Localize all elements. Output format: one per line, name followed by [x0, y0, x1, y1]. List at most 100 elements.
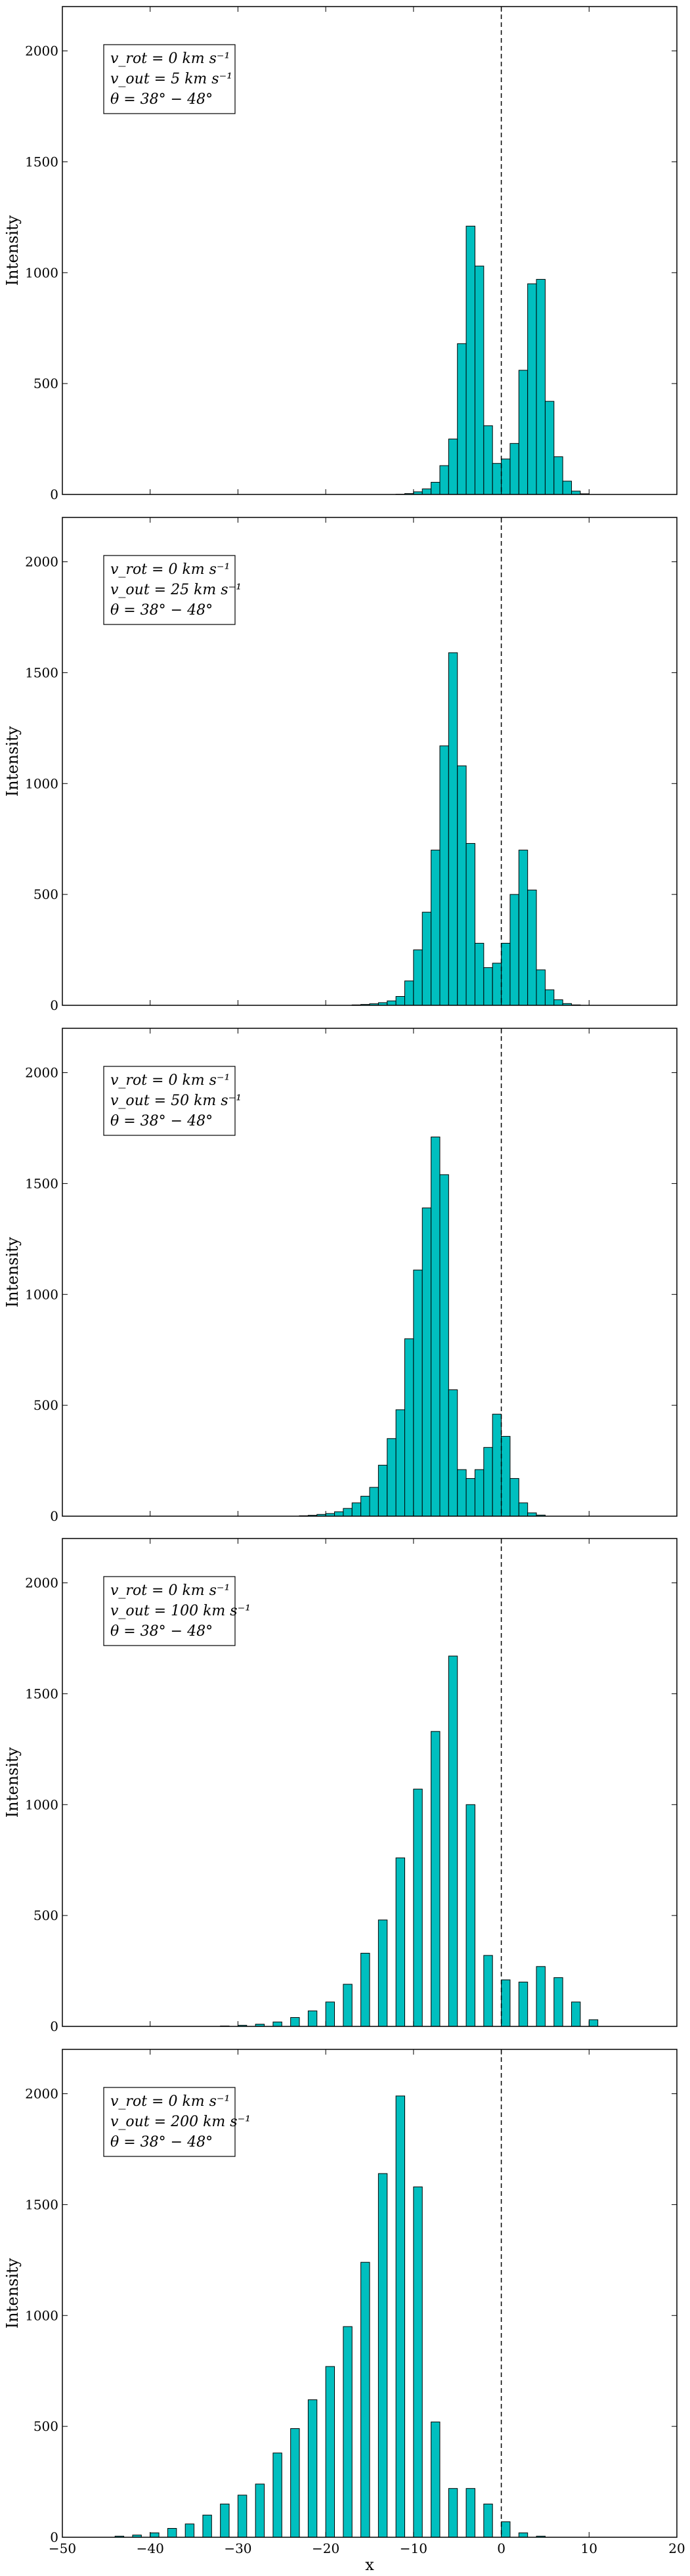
- histogram-bar: [351, 1502, 362, 1517]
- annotation-box: [103, 1066, 236, 1136]
- x-tick-label: 20: [668, 2541, 685, 2556]
- histogram-bar: [483, 967, 493, 1006]
- y-tick-label: 0: [50, 997, 58, 1013]
- histogram-bar: [431, 1731, 441, 2027]
- axes-frame: [62, 517, 678, 1006]
- histogram-bar: [334, 1511, 344, 1517]
- panel-3: 0 500 1000 1500 2000 Intensity v_rot = 0 km s⁻…: [3, 1028, 678, 1524]
- histogram-bar: [448, 1655, 458, 2027]
- histogram-bar: [448, 2488, 458, 2538]
- histogram-bar: [492, 963, 502, 1006]
- annotation-line: θ = 38° − 48°: [110, 1623, 213, 1640]
- histogram-bar: [421, 1208, 432, 1517]
- annotation-box: [103, 2087, 236, 2157]
- histogram-bar: [150, 2532, 160, 2538]
- y-tick-label: 500: [33, 376, 58, 391]
- histogram-bar: [431, 1136, 441, 1517]
- histogram-bar: [421, 489, 432, 495]
- histogram-bar: [483, 1447, 493, 1517]
- y-tick-label: 1000: [25, 1797, 58, 1812]
- histogram-bar: [465, 2488, 475, 2538]
- y-tick-label: 0: [50, 2529, 58, 2545]
- histogram-bar: [237, 2495, 248, 2538]
- histogram-bar: [501, 1979, 511, 2027]
- annotation-line: v_rot = 0 km s⁻¹: [110, 2093, 230, 2110]
- histogram-bars: [351, 652, 581, 1006]
- histogram-bar: [272, 2021, 282, 2027]
- y-tick-label: 2000: [25, 554, 58, 570]
- histogram-bar: [395, 1857, 405, 2027]
- histogram-bar: [220, 2503, 230, 2538]
- x-tick-label: 10: [581, 2541, 597, 2556]
- y-axis-label: Intensity: [3, 2258, 22, 2328]
- histogram-bar: [457, 343, 467, 495]
- y-tick-label: 1000: [25, 775, 58, 791]
- histogram-bar: [255, 2483, 265, 2538]
- y-axis-label: Intensity: [3, 726, 22, 797]
- histogram-bar: [588, 2019, 599, 2027]
- histogram-bar: [439, 465, 449, 495]
- histogram-bar: [184, 2523, 195, 2538]
- y-tick-label: 1500: [25, 665, 58, 680]
- histogram-bar: [343, 1508, 353, 1517]
- histogram-bar: [536, 1966, 546, 2027]
- x-axis-label: x: [365, 2556, 374, 2574]
- x-tick-label: 0: [497, 2541, 506, 2556]
- histogram-bar: [431, 850, 441, 1006]
- y-tick-label: 1500: [25, 1686, 58, 1701]
- annotation-line: v_out = 5 km s⁻¹: [110, 71, 232, 87]
- histogram-bars: [114, 2095, 546, 2538]
- histogram-bar: [518, 1981, 528, 2027]
- annotation-line: v_rot = 0 km s⁻¹: [110, 1583, 230, 1599]
- histogram-bar: [518, 1502, 528, 1517]
- y-tick-label: 0: [50, 487, 58, 502]
- annotation-line: v_out = 50 km s⁻¹: [110, 1093, 242, 1109]
- histogram-bar: [360, 1953, 370, 2027]
- histogram-bar: [413, 1269, 423, 1517]
- y-tick-label: 0: [50, 2019, 58, 2034]
- histogram-bar: [474, 1469, 485, 1517]
- axes-frame: [62, 1538, 678, 2027]
- histogram-bar: [492, 1414, 502, 1517]
- histogram-bar: [202, 2514, 212, 2538]
- histogram-bar: [387, 1438, 397, 1517]
- histogram-bar: [404, 980, 414, 1006]
- histogram-bar: [553, 456, 563, 495]
- histogram-bar: [483, 425, 493, 495]
- histogram-bar: [167, 2527, 177, 2538]
- x-tick-label: −10: [400, 2541, 427, 2556]
- axes-frame: [62, 1028, 678, 1517]
- annotation-line: v_rot = 0 km s⁻¹: [110, 51, 230, 67]
- histogram-bar: [439, 745, 449, 1006]
- histogram-bar: [483, 1955, 493, 2027]
- y-tick-label: 500: [33, 1397, 58, 1413]
- axes-frame: [62, 6, 678, 495]
- histogram-bar: [272, 2453, 282, 2538]
- annotation-line: θ = 38° − 48°: [110, 602, 213, 619]
- histogram-bar: [501, 1435, 511, 1517]
- histogram-bar: [343, 1984, 353, 2027]
- y-tick-label: 1000: [25, 265, 58, 280]
- y-axis-label: Intensity: [3, 1236, 22, 1307]
- histogram-bar: [518, 2532, 528, 2538]
- panel-4: 0 500 1000 1500 2000 Intensity v_rot = 0 km s⁻…: [3, 1538, 678, 2034]
- histogram-bar: [290, 2428, 300, 2538]
- histogram-bar: [536, 969, 546, 1006]
- histogram-bar: [448, 1389, 458, 1517]
- annotation-line: v_out = 100 km s⁻¹: [110, 1603, 251, 1619]
- histogram-bar: [562, 481, 572, 495]
- histogram-bar: [360, 2261, 370, 2538]
- histogram-bar: [307, 2399, 318, 2538]
- y-tick-label: 1000: [25, 2307, 58, 2323]
- histogram-bar: [439, 1174, 449, 1517]
- annotation-line: v_rot = 0 km s⁻¹: [110, 1072, 230, 1089]
- histogram-bar: [474, 265, 485, 495]
- histogram-bar: [465, 1478, 475, 1517]
- y-tick-label: 500: [33, 1908, 58, 1923]
- histogram-bar: [387, 1000, 397, 1006]
- annotation-box: [103, 555, 236, 625]
- histogram-bar: [501, 942, 511, 1006]
- histogram-bar: [377, 2173, 388, 2538]
- histogram-bar: [492, 463, 502, 495]
- annotation-line: v_out = 25 km s⁻¹: [110, 582, 242, 598]
